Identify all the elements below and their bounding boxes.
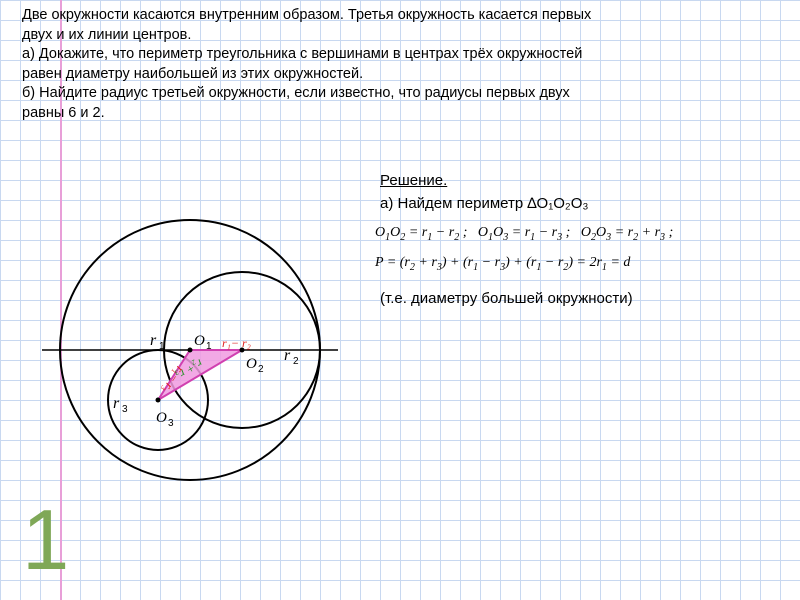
svg-text:3: 3 [168, 418, 174, 429]
problem-line: Две окружности касаются внутренним образ… [22, 6, 782, 26]
problem-line: б) Найдите радиус третьей окружности, ес… [22, 84, 782, 104]
svg-text:r: r [284, 347, 291, 364]
solution-step: а) Найдем периметр ∆O₁O₂O₃ [380, 195, 589, 212]
svg-text:r₁− r₂: r₁− r₂ [222, 336, 251, 350]
svg-text:O: O [156, 410, 167, 426]
page-number: 1 [22, 492, 69, 590]
geometry-diagram: O1O2O3r1r2r3r₁− r₂r₁− r₃r₂+ r₃ [10, 175, 370, 525]
problem-line: равны 6 и 2. [22, 104, 782, 124]
problem-statement: Две окружности касаются внутренним образ… [22, 6, 782, 123]
svg-text:2: 2 [258, 364, 264, 375]
svg-text:1: 1 [159, 341, 165, 352]
formula-1: O1O2 = r1 − r2 ; O1O3 = r1 − r3 ; O2O3 =… [375, 225, 795, 243]
problem-line: а) Докажите, что периметр треугольника с… [22, 45, 782, 65]
problem-line: двух и их линии центров. [22, 26, 782, 46]
svg-text:1: 1 [206, 341, 212, 352]
svg-text:O: O [194, 333, 205, 349]
solution-title: Решение. [380, 172, 447, 189]
svg-text:r: r [150, 332, 157, 349]
svg-text:r: r [113, 395, 120, 412]
svg-text:2: 2 [293, 356, 299, 367]
problem-line: равен диаметру наибольшей из этих окружн… [22, 65, 782, 85]
svg-text:O: O [246, 356, 257, 372]
solution-note: (т.е. диаметру большей окружности) [380, 290, 633, 307]
svg-text:3: 3 [122, 404, 128, 415]
formula-2: P = (r2 + r3) + (r1 − r3) + (r1 − r2) = … [375, 255, 795, 273]
solution-block: Решение. а) Найдем периметр ∆O₁O₂O₃ [380, 170, 780, 215]
